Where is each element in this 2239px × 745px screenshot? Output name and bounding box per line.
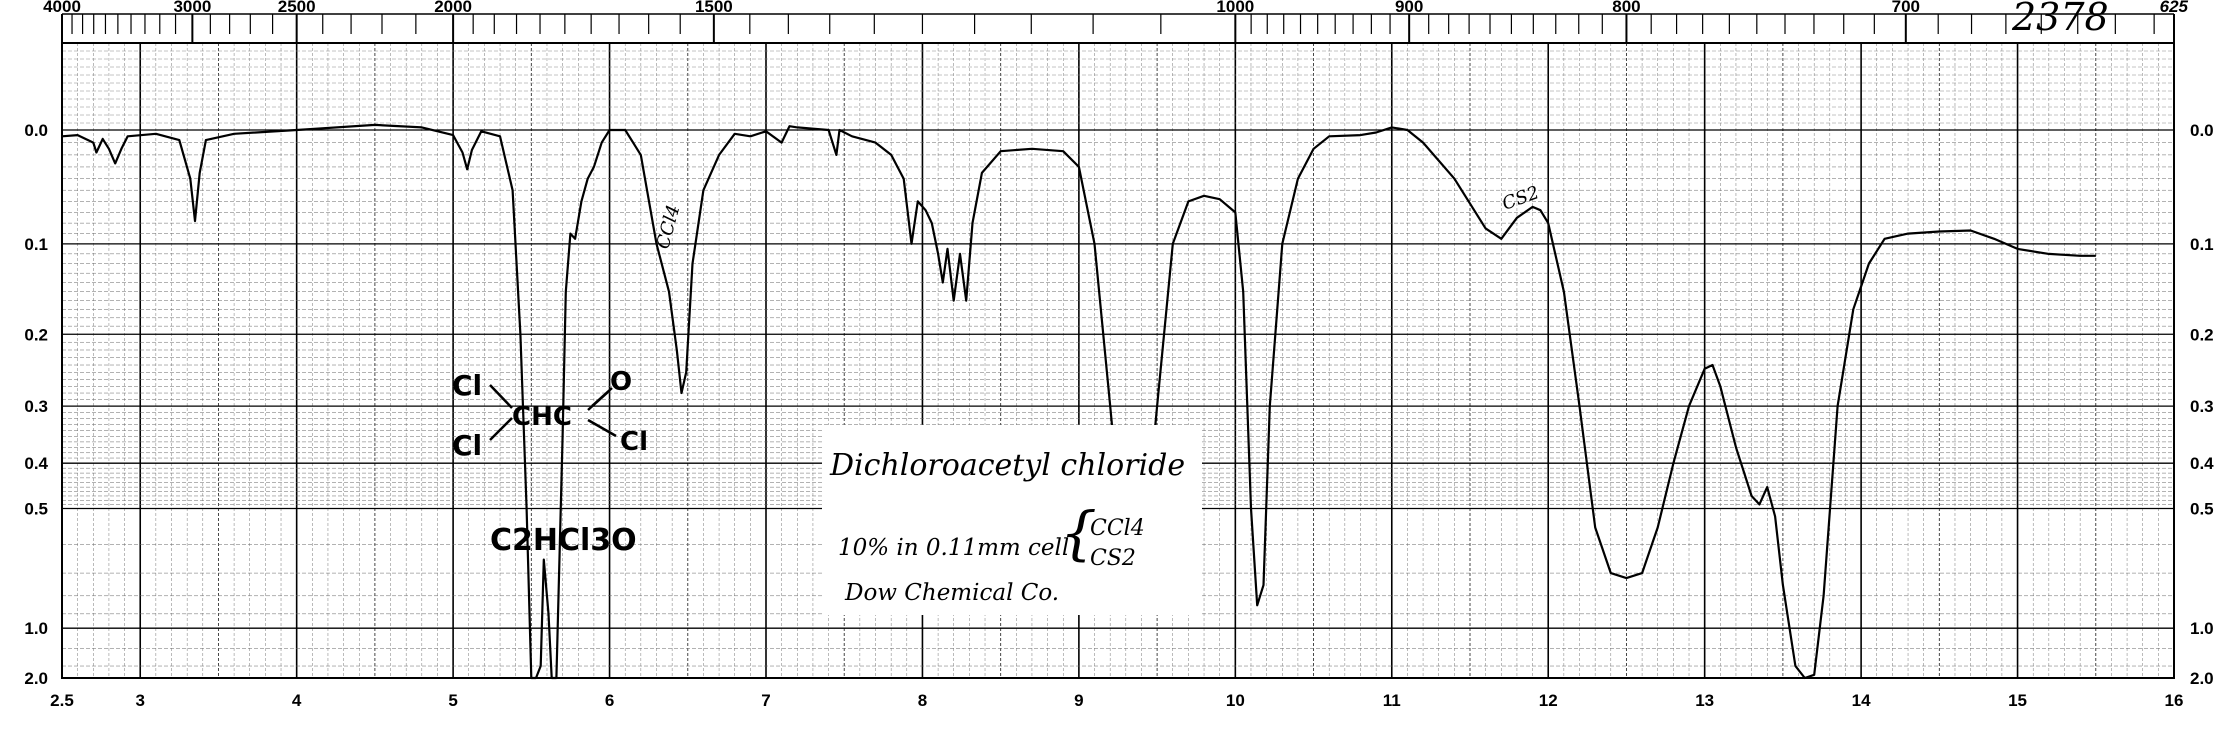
x-tick-label: 5: [448, 691, 457, 710]
source-label: Dow Chemical Co.: [844, 580, 1059, 606]
y-tick-label-left: 0.0: [24, 121, 48, 140]
solvent-1: CCl4: [1090, 516, 1145, 541]
structure-atom-o: O: [610, 367, 632, 397]
x-tick-label: 13: [1695, 691, 1714, 710]
top-tick-label: 1500: [695, 0, 733, 16]
sample-conditions: 10% in 0.11mm cell: [838, 535, 1069, 561]
top-tick-label: 2000: [434, 0, 472, 16]
y-tick-label-right: 0.0: [2190, 121, 2214, 140]
top-tick-label: 2500: [278, 0, 316, 16]
y-tick-label-right: 0.3: [2190, 397, 2214, 416]
y-tick-label-right: 2.0: [2190, 669, 2214, 688]
x-tick-label: 2.5: [50, 691, 74, 710]
spectrum-number: 2378: [2011, 0, 2109, 39]
solvent-2: CS2: [1090, 546, 1136, 571]
x-tick-label: 8: [918, 691, 927, 710]
top-tick-label: 700: [1892, 0, 1920, 16]
y-tick-label-left: 0.4: [24, 454, 48, 473]
x-tick-label: 12: [1539, 691, 1558, 710]
structure-bond: [591, 387, 613, 407]
x-tick-label: 6: [605, 691, 614, 710]
y-tick-label-right: 0.2: [2190, 325, 2214, 344]
structure-atom-cl1: Cl: [452, 369, 482, 402]
x-tick-label: 10: [1226, 691, 1245, 710]
x-tick-label: 14: [1852, 691, 1871, 710]
chart-annotations: 2378 CCl4 CS2 Cl Cl CHC O Cl C2HCl3O Dichloroacet…: [452, 0, 2109, 615]
y-tick-label-right: 0.1: [2190, 235, 2214, 254]
structure-bond: [587, 418, 617, 438]
spectrum-line-0: [61, 123, 2096, 680]
compound-name: Dichloroacetyl chloride: [829, 448, 1185, 483]
x-tick-label: 15: [2008, 691, 2027, 710]
info-label-box: [822, 425, 1202, 615]
structure-atom-cl2: Cl: [452, 429, 482, 462]
top-tick-label: 625: [2160, 0, 2189, 16]
structure-bond: [489, 384, 513, 409]
molecular-formula: C2HCl3O: [490, 523, 637, 558]
y-tick-label-left: 0.2: [24, 325, 48, 344]
y-tick-label-left: 2.0: [24, 669, 48, 688]
y-tick-label-right: 0.5: [2190, 499, 2214, 518]
structure-core: CHC: [512, 402, 572, 432]
x-tick-label: 4: [292, 691, 302, 710]
y-tick-label-left: 0.1: [24, 235, 48, 254]
spectrum-series: [61, 123, 2096, 680]
top-tick-label: 4000: [43, 0, 81, 16]
chart-axes: 4000 3000 2500 2000 1500 1000 900 800 700 625 2.5 3…: [24, 0, 2214, 710]
y-tick-label-right: 0.4: [2190, 454, 2214, 473]
top-tick-label: 900: [1395, 0, 1423, 16]
top-tick-label: 3000: [173, 0, 211, 16]
plot-frame: [61, 42, 2175, 679]
structure-atom-cl3: Cl: [620, 427, 648, 457]
top-tick-label: 800: [1612, 0, 1640, 16]
x-tick-label: 3: [135, 691, 144, 710]
x-tick-label: 7: [761, 691, 770, 710]
top-tick-label: 1000: [1216, 0, 1254, 16]
y-tick-label-right: 1.0: [2190, 619, 2214, 638]
y-tick-label-left: 1.0: [24, 619, 48, 638]
y-tick-label-left: 0.3: [24, 397, 48, 416]
x-tick-label: 11: [1383, 691, 1401, 710]
structure-bond: [489, 417, 513, 441]
x-tick-label: 9: [1074, 691, 1083, 710]
x-tick-label: 16: [2165, 691, 2184, 710]
y-tick-label-left: 0.5: [24, 499, 48, 518]
solvent-brace: {: [1060, 499, 1097, 567]
